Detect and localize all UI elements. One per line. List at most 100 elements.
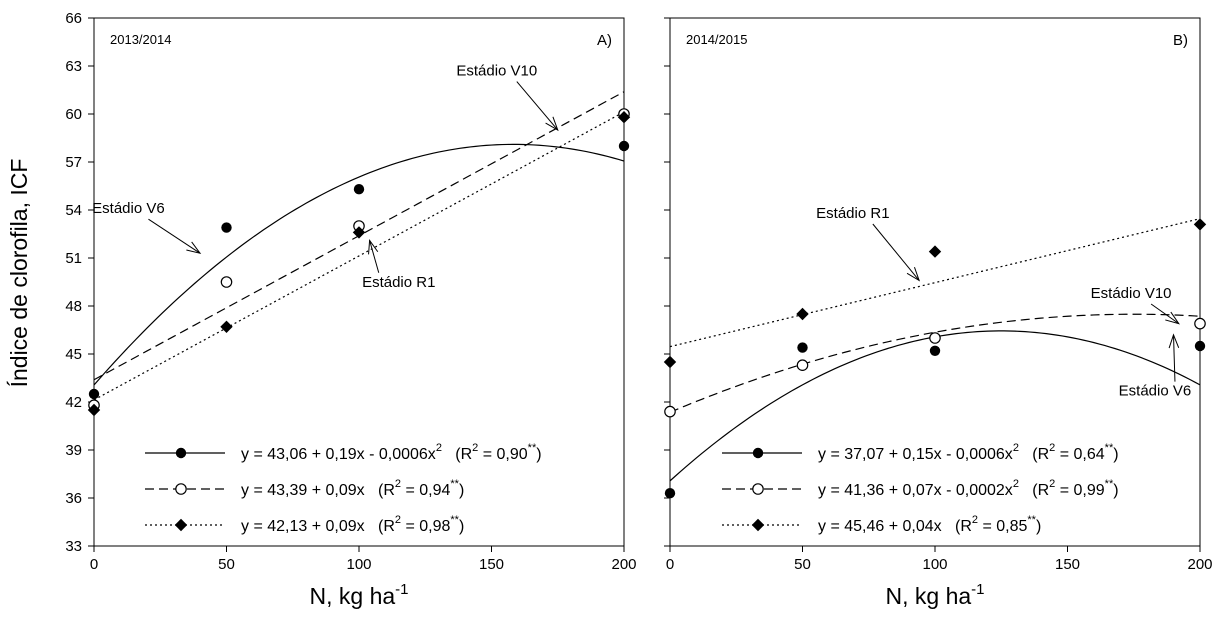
annotation-arrowhead — [1168, 333, 1180, 349]
y-tick-label: 48 — [65, 298, 82, 315]
annotation-arrow — [1173, 334, 1176, 382]
legend-eq-power: 2 — [1013, 478, 1019, 490]
data-point-series-1 — [1194, 340, 1206, 352]
legend-entry: y = 41,36 + 0,07x - 0,0002x2 (R2 = 0,99*… — [722, 478, 1119, 499]
legend-marker — [175, 483, 187, 495]
annotation-label: Estádio V6 — [1119, 383, 1192, 400]
x-axis-title-superscript: -1 — [971, 581, 984, 598]
x-tick-label: 100 — [922, 556, 947, 573]
annotation-label: Estádio R1 — [816, 205, 889, 222]
legend-r2-close: ) — [459, 518, 464, 535]
legend-spacer — [1019, 482, 1032, 499]
annotation-arrow — [148, 218, 201, 254]
legend-r2-label: (R — [378, 482, 395, 499]
legend-r2-star: ** — [1105, 478, 1114, 490]
annotation-arrow — [516, 81, 559, 131]
legend-spacer — [942, 518, 955, 535]
legend-entry: y = 37,07 + 0,15x - 0,0006x2 (R2 = 0,64*… — [722, 442, 1119, 463]
legend-spacer — [442, 446, 455, 463]
legend-entry: y = 43,39 + 0,09x (R2 = 0,94**) — [145, 478, 464, 499]
data-point-series-2 — [929, 332, 941, 344]
data-point-series-3 — [220, 320, 233, 333]
panel-label: A) — [597, 32, 612, 49]
legend-r2-close: ) — [536, 446, 541, 463]
legend-eq-power: 2 — [436, 442, 442, 454]
data-point-series-1 — [618, 140, 630, 152]
legend-label: y = 42,13 + 0,09x (R2 = 0,98**) — [241, 514, 464, 535]
chart-panel-1: 0 50 100 150 200 33 36 39 42 45 48 51 54 57 60 63 66 N, k… — [65, 10, 636, 609]
legend-r2-sup: 2 — [472, 442, 478, 454]
data-point-series-2 — [220, 276, 233, 288]
x-axis-title-text: N, kg ha — [886, 583, 972, 609]
chart-panel-2: 0 50 100 150 200 N, kg ha-1 2014/2015 B) Estádio… — [663, 17, 1213, 609]
legend-r2-close: ) — [1113, 446, 1118, 463]
legend-r2-value: = 0,85 — [978, 518, 1027, 535]
legend-marker — [174, 518, 188, 532]
annotation-arrow — [872, 223, 920, 281]
x-tick-label: 0 — [90, 556, 98, 573]
x-axis-title: N, kg ha-1 — [310, 581, 409, 609]
legend-r2-label: (R — [378, 518, 395, 535]
legend-r2-value: = 0,99 — [1055, 482, 1104, 499]
legend-equation: y = 37,07 + 0,15x - 0,0006x — [818, 446, 1013, 463]
legend-marker — [752, 447, 764, 459]
data-point-series-3 — [928, 245, 942, 258]
x-tick-label: 150 — [479, 556, 504, 573]
legend-r2-label: (R — [1032, 482, 1049, 499]
data-point-series-3 — [617, 111, 631, 124]
legend-spacer — [1019, 446, 1032, 463]
legend-r2-value: = 0,94 — [401, 482, 450, 499]
legend-r2-sup: 2 — [395, 478, 401, 490]
legend-entry: y = 45,46 + 0,04x (R2 = 0,85**) — [722, 514, 1041, 535]
legend-r2-value: = 0,64 — [1055, 446, 1104, 463]
y-axis-title: Índice de clorofila, ICF — [6, 159, 32, 388]
annotation-arrowhead — [1165, 311, 1180, 325]
legend-r2-close: ) — [1113, 482, 1118, 499]
x-tick-label: 100 — [346, 556, 371, 573]
annotation-arrow — [369, 240, 380, 273]
legend-r2-value: = 0,98 — [401, 518, 450, 535]
legend-equation: y = 41,36 + 0,07x - 0,0002x — [818, 482, 1013, 499]
legend-entry: y = 43,06 + 0,19x - 0,0006x2 (R2 = 0,90*… — [145, 442, 542, 463]
legend-r2-sup: 2 — [1049, 442, 1055, 454]
y-tick-label: 63 — [65, 58, 82, 75]
data-point-series-3 — [663, 355, 677, 369]
fit-line-series-2 — [669, 313, 1201, 413]
data-point-series-1 — [88, 388, 100, 400]
data-point-series-2 — [796, 359, 809, 371]
y-tick-label: 54 — [65, 202, 82, 219]
legend-r2-close: ) — [459, 482, 464, 499]
annotation-label: Estádio V10 — [456, 63, 537, 80]
x-axis-title-text: N, kg ha — [310, 583, 396, 609]
legend-spacer — [365, 482, 378, 499]
y-tick-label: 33 — [65, 538, 82, 555]
legend-eq-power: 2 — [1013, 442, 1019, 454]
legend-r2-sup: 2 — [1049, 478, 1055, 490]
data-point-series-3 — [1193, 218, 1207, 231]
legend-r2-close: ) — [1036, 518, 1041, 535]
legend-r2-star: ** — [1105, 442, 1114, 454]
annotation-label: Estádio V6 — [92, 200, 165, 217]
legend-r2-star: ** — [1027, 514, 1036, 526]
data-point-series-2 — [1194, 317, 1206, 330]
annotation-arrow — [1150, 303, 1180, 325]
x-tick-label: 200 — [1187, 556, 1212, 573]
legend-r2-star: ** — [450, 514, 459, 526]
fit-line-series-3 — [669, 218, 1201, 348]
legend-marker — [752, 483, 764, 495]
annotation-arrowhead — [545, 116, 559, 132]
legend-r2-star: ** — [450, 478, 459, 490]
legend-equation: y = 42,13 + 0,09x — [241, 518, 365, 535]
x-tick-label: 150 — [1055, 556, 1080, 573]
legend-r2-label: (R — [455, 446, 472, 463]
annotation-label: Estádio R1 — [362, 274, 435, 291]
legend-r2-value: = 0,90 — [478, 446, 527, 463]
y-tick-label: 42 — [65, 394, 82, 411]
legend-marker — [751, 518, 765, 532]
x-tick-label: 200 — [611, 556, 636, 573]
x-tick-label: 50 — [794, 556, 811, 573]
season-label: 2014/2015 — [686, 32, 747, 47]
y-tick-label: 60 — [65, 106, 82, 123]
y-tick-label: 36 — [65, 490, 82, 507]
annotation-arrowhead — [186, 241, 202, 255]
